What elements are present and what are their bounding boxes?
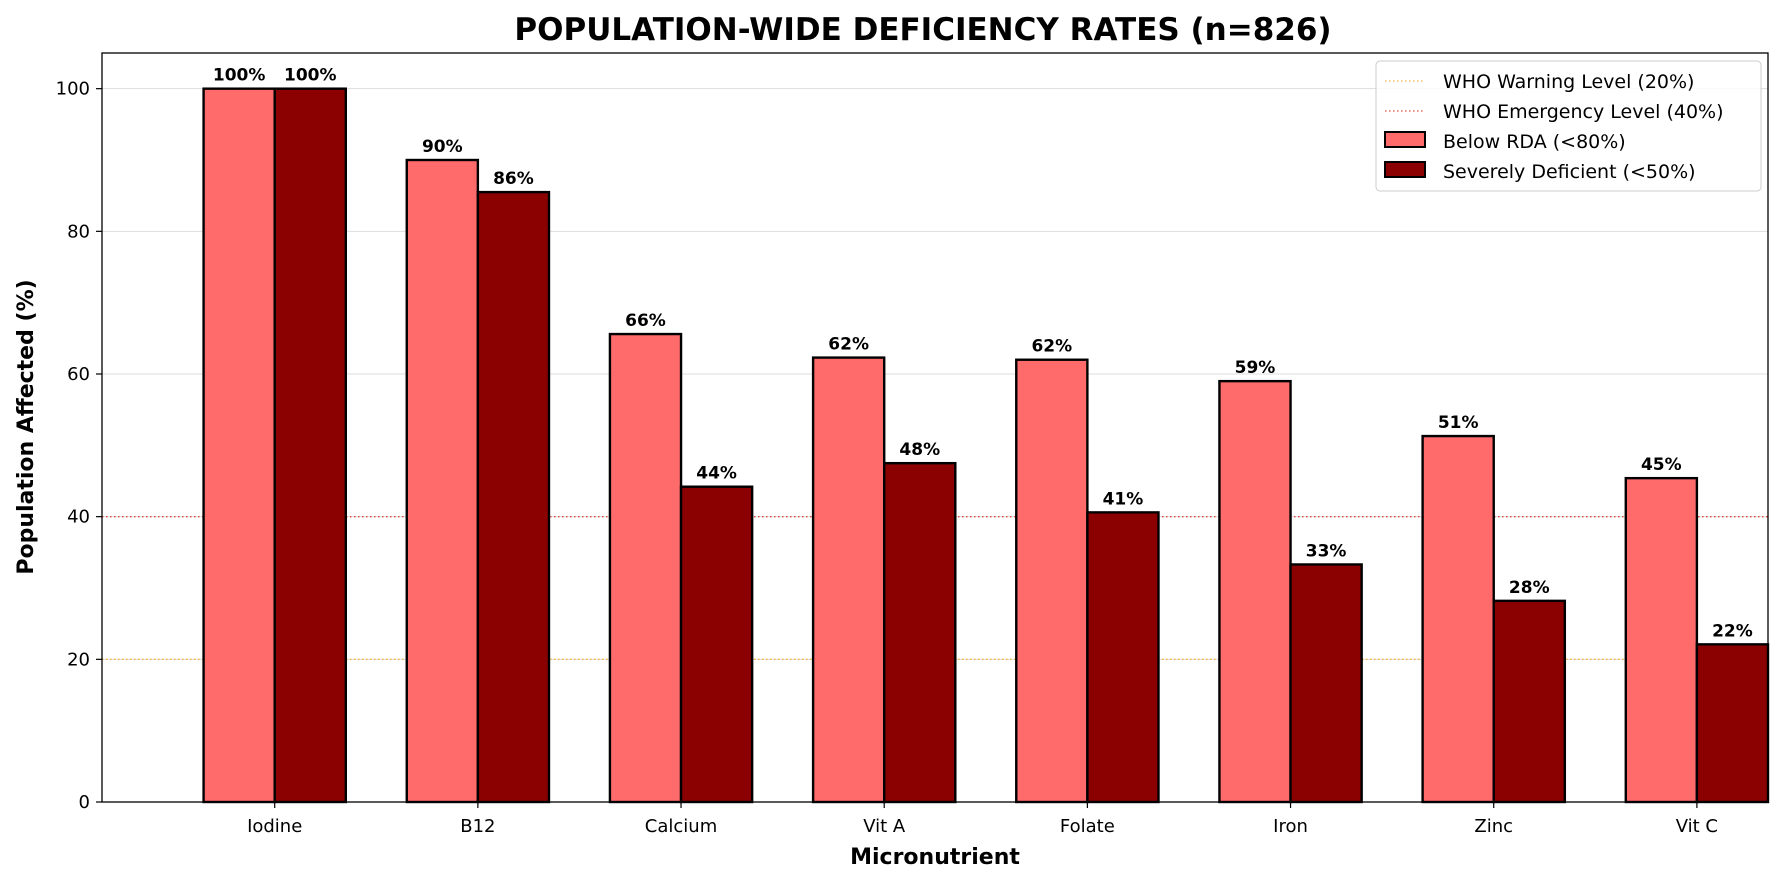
legend-label-below-rda: Below RDA (<80%) bbox=[1443, 131, 1626, 153]
x-tick-label: B12 bbox=[460, 816, 495, 837]
legend-box bbox=[1375, 60, 1762, 192]
bar-below-rda-vit-a bbox=[811, 356, 886, 804]
x-tick-label: Iron bbox=[1273, 816, 1308, 837]
bar-severely-deficient-iodine bbox=[273, 87, 348, 804]
bar-severely-deficient-folate bbox=[1086, 511, 1160, 804]
y-axis-title: Population Affected (%) bbox=[14, 279, 39, 574]
bar-value-label: 62% bbox=[1031, 337, 1072, 357]
bar-severely-deficient-zinc bbox=[1492, 599, 1567, 804]
y-tick-label: 20 bbox=[67, 649, 90, 670]
bar-value-label: 48% bbox=[899, 440, 940, 460]
bar-value-label: 45% bbox=[1641, 455, 1682, 475]
bar-value-label: 66% bbox=[625, 311, 666, 331]
bar-below-rda-folate bbox=[1015, 358, 1089, 804]
x-tick-label: Vit A bbox=[863, 816, 906, 837]
x-tick-label: Zinc bbox=[1474, 816, 1513, 837]
y-tick-label: 100 bbox=[56, 79, 90, 100]
y-tick-label: 60 bbox=[67, 364, 90, 385]
bar-severely-deficient-vit-a bbox=[883, 461, 957, 804]
bar-value-label: 90% bbox=[422, 137, 463, 157]
bar-value-label: 100% bbox=[213, 66, 266, 86]
legend-label-warning: WHO Warning Level (20%) bbox=[1443, 71, 1694, 93]
plot-frame bbox=[101, 52, 1769, 803]
bar-value-label: 59% bbox=[1235, 358, 1276, 378]
x-tick-label: Iodine bbox=[247, 816, 302, 837]
legend: WHO Warning Level (20%) WHO Emergency Le… bbox=[1375, 60, 1762, 192]
bar-value-label: 28% bbox=[1509, 578, 1550, 598]
bar-below-rda-zinc bbox=[1421, 434, 1495, 804]
bar-value-label: 62% bbox=[828, 335, 869, 355]
bar-severely-deficient-calcium bbox=[679, 485, 754, 804]
y-tick-label: 0 bbox=[79, 792, 90, 813]
x-tick-label: Folate bbox=[1060, 816, 1115, 837]
bar-value-label: 41% bbox=[1103, 489, 1144, 509]
legend-swatch-severely-deficient bbox=[1384, 161, 1426, 178]
bar-below-rda-vit-c bbox=[1624, 476, 1699, 804]
bar-severely-deficient-b12 bbox=[476, 190, 551, 804]
legend-label-emergency: WHO Emergency Level (40%) bbox=[1443, 101, 1724, 123]
bar-value-label: 33% bbox=[1306, 541, 1347, 561]
chart-title: POPULATION-WIDE DEFICIENCY RATES (n=826) bbox=[514, 12, 1331, 48]
y-tick-label: 40 bbox=[67, 507, 90, 528]
x-tick-label: Calcium bbox=[645, 816, 717, 837]
bar-value-label: 44% bbox=[696, 464, 737, 484]
bars bbox=[202, 87, 1770, 804]
y-tick-label: 80 bbox=[67, 221, 90, 242]
legend-swatch-below-rda bbox=[1384, 131, 1426, 148]
bar-below-rda-iodine bbox=[202, 87, 276, 804]
legend-label-severely-deficient: Severely Deficient (<50%) bbox=[1443, 161, 1696, 183]
bar-below-rda-b12 bbox=[405, 158, 480, 804]
x-tick-label: Vit C bbox=[1676, 816, 1718, 837]
bar-value-labels: 100% 100% 90% 86% 66% 44% 62% 48% 62% 41% 59% 33% 51… bbox=[213, 66, 1753, 642]
bar-value-label: 100% bbox=[284, 66, 337, 86]
bar-below-rda-iron bbox=[1218, 379, 1292, 804]
y-axis-ticks: 0 20 40 60 80 100 bbox=[56, 79, 102, 813]
bar-value-label: 22% bbox=[1712, 621, 1753, 641]
bar-severely-deficient-vit-c bbox=[1695, 643, 1770, 804]
x-axis-ticks: Iodine B12 Calcium Vit A Folate Iron Zinc Vit C bbox=[247, 802, 1718, 837]
bar-value-label: 51% bbox=[1438, 413, 1479, 433]
x-axis-title: Micronutrient bbox=[850, 845, 1020, 870]
bar-value-label: 86% bbox=[493, 169, 534, 189]
bar-severely-deficient-iron bbox=[1289, 563, 1363, 804]
bar-below-rda-calcium bbox=[608, 332, 683, 804]
